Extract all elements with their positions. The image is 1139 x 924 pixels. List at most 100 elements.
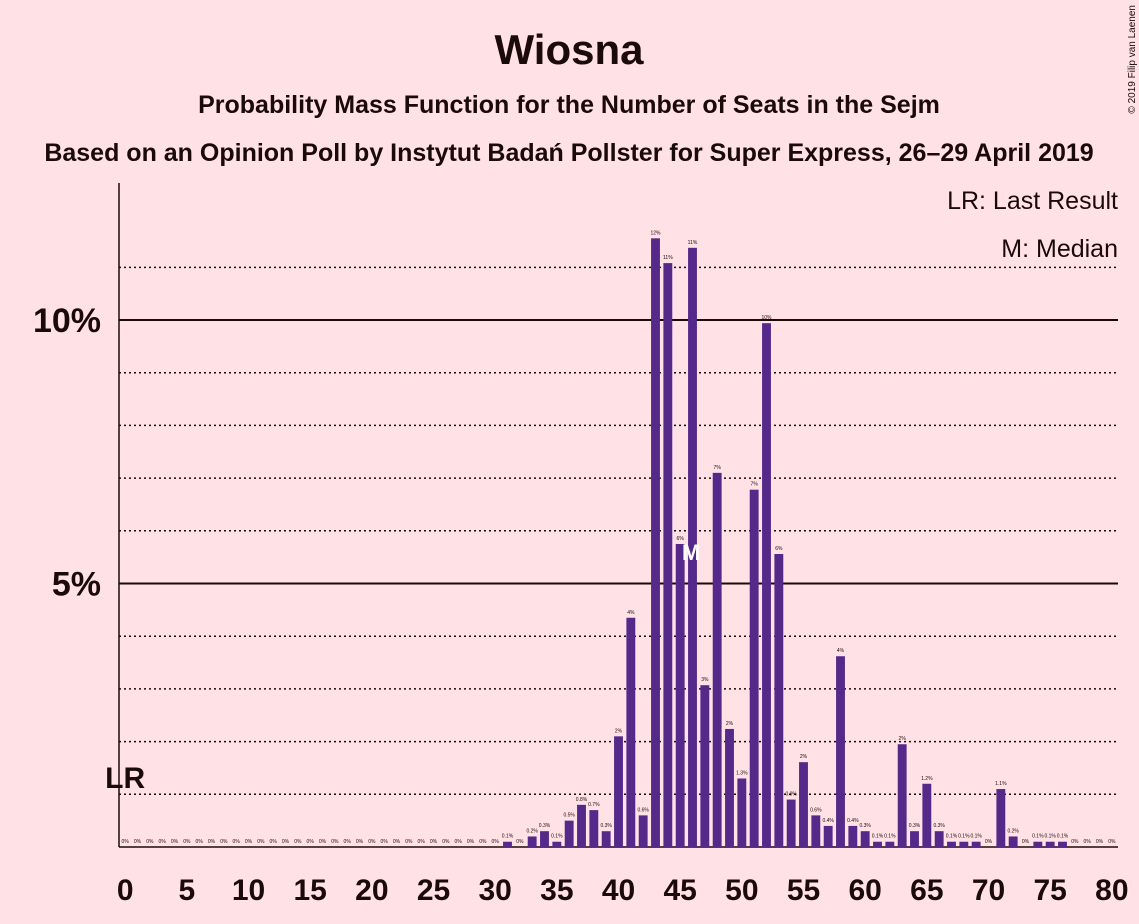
- x-tick-label: 65: [910, 874, 943, 907]
- value-label: 4%: [627, 610, 635, 616]
- bar: [860, 831, 870, 847]
- value-label: 0%: [381, 839, 389, 845]
- value-label: 0%: [1096, 839, 1104, 845]
- value-label: 0%: [270, 839, 278, 845]
- bar: [712, 472, 722, 847]
- value-label: 0%: [282, 839, 290, 845]
- chart-title: Wiosna: [495, 26, 645, 73]
- value-label: 0%: [331, 839, 339, 845]
- value-label: 0%: [356, 839, 364, 845]
- x-tick-label: 50: [725, 874, 758, 907]
- value-label: 0%: [122, 839, 130, 845]
- bar: [786, 799, 796, 847]
- x-tick-label: 15: [293, 874, 326, 907]
- bar: [626, 617, 636, 847]
- value-label: 0%: [985, 839, 993, 845]
- x-tick-label: 55: [787, 874, 820, 907]
- bar: [873, 841, 882, 847]
- bar: [1045, 841, 1055, 847]
- value-label: 0.1%: [1044, 834, 1056, 840]
- value-label: 0.3%: [933, 823, 945, 829]
- value-label: 0%: [368, 839, 376, 845]
- value-label: 2%: [726, 721, 734, 727]
- value-label: 0.1%: [1032, 834, 1044, 840]
- bar: [811, 815, 821, 847]
- bar: [910, 831, 919, 847]
- value-label: 0.9%: [785, 792, 797, 798]
- bar: [638, 815, 648, 847]
- value-label: 6%: [775, 546, 783, 552]
- bar: [762, 323, 771, 848]
- value-label: 0.4%: [822, 818, 834, 824]
- x-tick-label: 40: [602, 874, 635, 907]
- bar: [1033, 841, 1043, 847]
- value-label: 0%: [492, 839, 500, 845]
- value-label: 0%: [430, 839, 438, 845]
- value-label: 0%: [220, 839, 228, 845]
- y-tick-label: 5%: [52, 566, 101, 604]
- x-tick-label: 70: [972, 874, 1005, 907]
- chart-subtitle: Based on an Opinion Poll by Instytut Bad…: [44, 139, 1093, 167]
- bar: [725, 728, 734, 847]
- value-label: 0.8%: [576, 797, 588, 803]
- value-label: 0.3%: [859, 823, 871, 829]
- bar: [700, 685, 710, 847]
- value-label: 0.1%: [884, 834, 896, 840]
- bar: [922, 783, 932, 847]
- bar: [996, 789, 1006, 847]
- value-label: 0%: [516, 839, 524, 845]
- bar: [774, 553, 784, 847]
- value-label: 0%: [319, 839, 327, 845]
- bar: [552, 841, 562, 847]
- bar: [971, 841, 981, 847]
- bar: [959, 841, 969, 847]
- value-label: 2%: [899, 736, 907, 742]
- x-tick-label: 5: [178, 874, 195, 907]
- value-label: 10%: [761, 315, 772, 321]
- bar: [663, 263, 673, 848]
- value-label: 2%: [615, 728, 623, 734]
- bar: [589, 810, 599, 847]
- value-label: 4%: [837, 648, 845, 654]
- bar: [614, 736, 623, 847]
- value-label: 0%: [159, 839, 167, 845]
- x-tick-label: 0: [117, 874, 134, 907]
- value-label: 0%: [467, 839, 475, 845]
- bar: [848, 825, 858, 847]
- bar: [675, 543, 685, 847]
- bar: [749, 489, 759, 847]
- value-label: 7%: [714, 465, 722, 471]
- value-label: 3%: [701, 677, 709, 683]
- legend-entry: LR: Last Result: [947, 187, 1118, 215]
- bar: [540, 831, 549, 847]
- value-label: 0%: [455, 839, 463, 845]
- y-tick-label: 10%: [33, 302, 101, 340]
- value-label: 1.2%: [921, 776, 933, 782]
- value-label: 0%: [1022, 839, 1030, 845]
- value-label: 11%: [688, 240, 698, 246]
- value-label: 0%: [146, 839, 154, 845]
- value-label: 0%: [344, 839, 352, 845]
- value-label: 1.1%: [995, 781, 1007, 787]
- value-label: 0%: [183, 839, 191, 845]
- value-label: 0%: [442, 839, 450, 845]
- x-tick-label: 60: [848, 874, 881, 907]
- last-result-label: LR: [105, 762, 145, 795]
- x-tick-label: 30: [478, 874, 511, 907]
- bar: [737, 778, 747, 847]
- bar: [897, 744, 907, 847]
- value-label: 0%: [479, 839, 487, 845]
- value-label: 0.3%: [600, 823, 612, 829]
- value-label: 0.7%: [588, 802, 600, 808]
- value-label: 7%: [751, 482, 759, 488]
- bar: [836, 656, 845, 847]
- value-label: 0%: [245, 839, 253, 845]
- bar: [651, 238, 660, 848]
- bar: [947, 841, 956, 847]
- value-label: 0%: [418, 839, 426, 845]
- x-tick-label: 45: [663, 874, 696, 907]
- value-label: 0.2%: [526, 828, 538, 834]
- value-label: 0.3%: [539, 823, 551, 829]
- x-tick-label: 75: [1033, 874, 1066, 907]
- x-tick-label: 25: [417, 874, 450, 907]
